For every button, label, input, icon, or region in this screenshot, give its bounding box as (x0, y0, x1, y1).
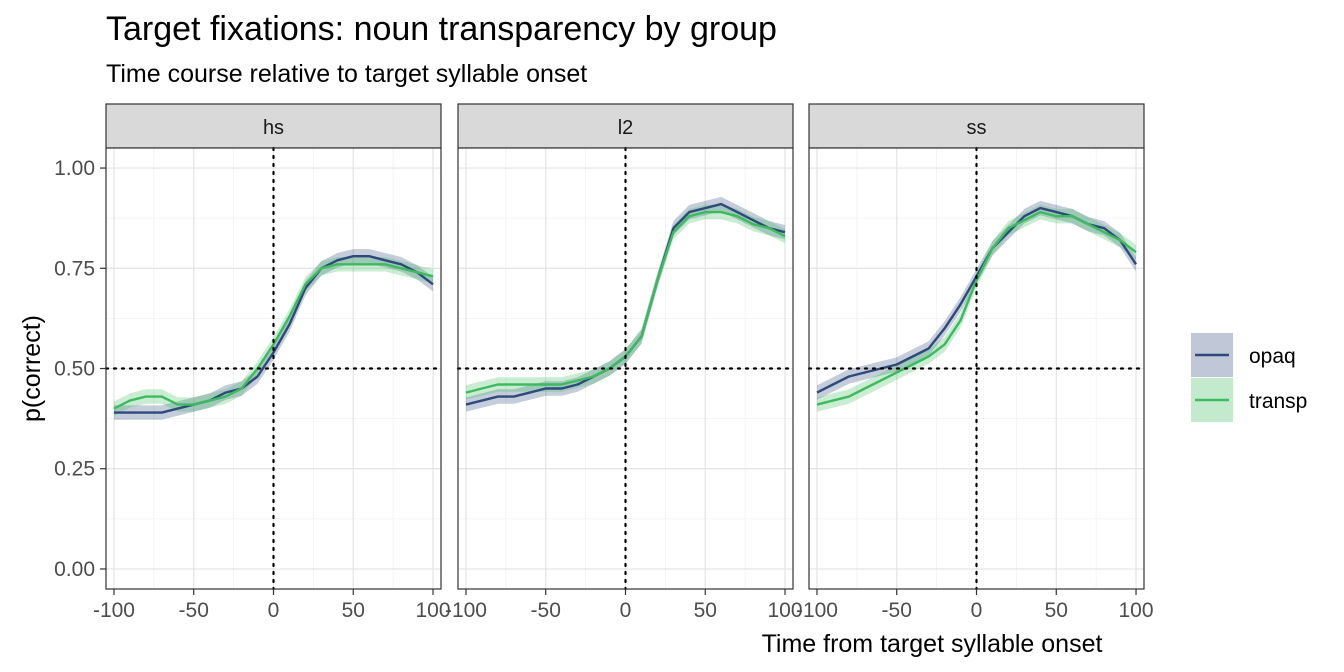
x-tick-label: -50 (531, 599, 561, 622)
facet-panel-ss: ss -100 -50 0 50 100 (796, 103, 1154, 622)
x-tick-label: -50 (882, 599, 912, 622)
chart-subtitle: Time course relative to target syllable … (106, 60, 587, 88)
x-tick-label: 0 (268, 599, 280, 622)
x-tick-label: 100 (768, 599, 803, 622)
x-tick-label: 0 (971, 599, 983, 622)
series-ribbon-opaq (466, 196, 785, 412)
series-ribbon-transp (817, 204, 1136, 412)
legend-label: opaq (1249, 345, 1296, 368)
legend-item-opaq: opaq (1191, 333, 1296, 377)
x-tick-label: -50 (179, 599, 209, 622)
facet-panel-l2: l2 -100 -50 0 50 100 (445, 103, 803, 622)
y-tick-label: 1.00 (54, 157, 95, 180)
series-ribbon-opaq (114, 249, 433, 420)
chart-title: Target fixations: noun transparency by g… (106, 10, 777, 48)
x-tick-label: 0 (620, 599, 632, 622)
series-ribbon-transp (114, 257, 433, 416)
x-tick-label: -100 (445, 599, 487, 622)
x-tick-label: 50 (1045, 599, 1068, 622)
y-tick-label: 0.25 (54, 458, 95, 481)
x-tick-label: -100 (93, 599, 135, 622)
legend: opaq transp (1191, 333, 1307, 422)
legend-item-transp: transp (1191, 378, 1307, 422)
facet-strip (105, 103, 442, 149)
legend-label: transp (1249, 390, 1307, 413)
y-tick-label: 0.75 (54, 257, 95, 280)
series-line-transp (113, 263, 434, 410)
x-tick-label: -100 (796, 599, 838, 622)
x-axis-title: Time from target syllable onset (762, 630, 1103, 658)
y-axis: 0.00 0.25 0.50 0.75 1.00 (54, 157, 106, 581)
facet-strip (808, 103, 1145, 149)
facet-panel-hs: hs -100 -50 0 50 100 (93, 103, 451, 622)
y-tick-label: 0.50 (54, 358, 95, 381)
series-line-opaq (114, 255, 434, 414)
x-tick-label: 50 (694, 599, 717, 622)
x-tick-label: 100 (1119, 599, 1154, 622)
y-tick-label: 0.00 (54, 558, 95, 581)
x-tick-label: 100 (416, 599, 451, 622)
facet-strip-label: l2 (618, 117, 634, 139)
x-tick-label: 50 (342, 599, 365, 622)
facet-strip-label: ss (967, 117, 987, 139)
y-axis-title: p(correct) (18, 315, 46, 422)
facet-strip (457, 103, 794, 149)
series-ribbon-opaq (817, 200, 1136, 400)
facet-panels: hs -100 -50 0 50 100 l2 -100 -50 0 50 100 ss -100 -50 0… (93, 103, 1154, 622)
series-line-transp (816, 210, 1137, 406)
facet-strip-label: hs (263, 117, 284, 139)
